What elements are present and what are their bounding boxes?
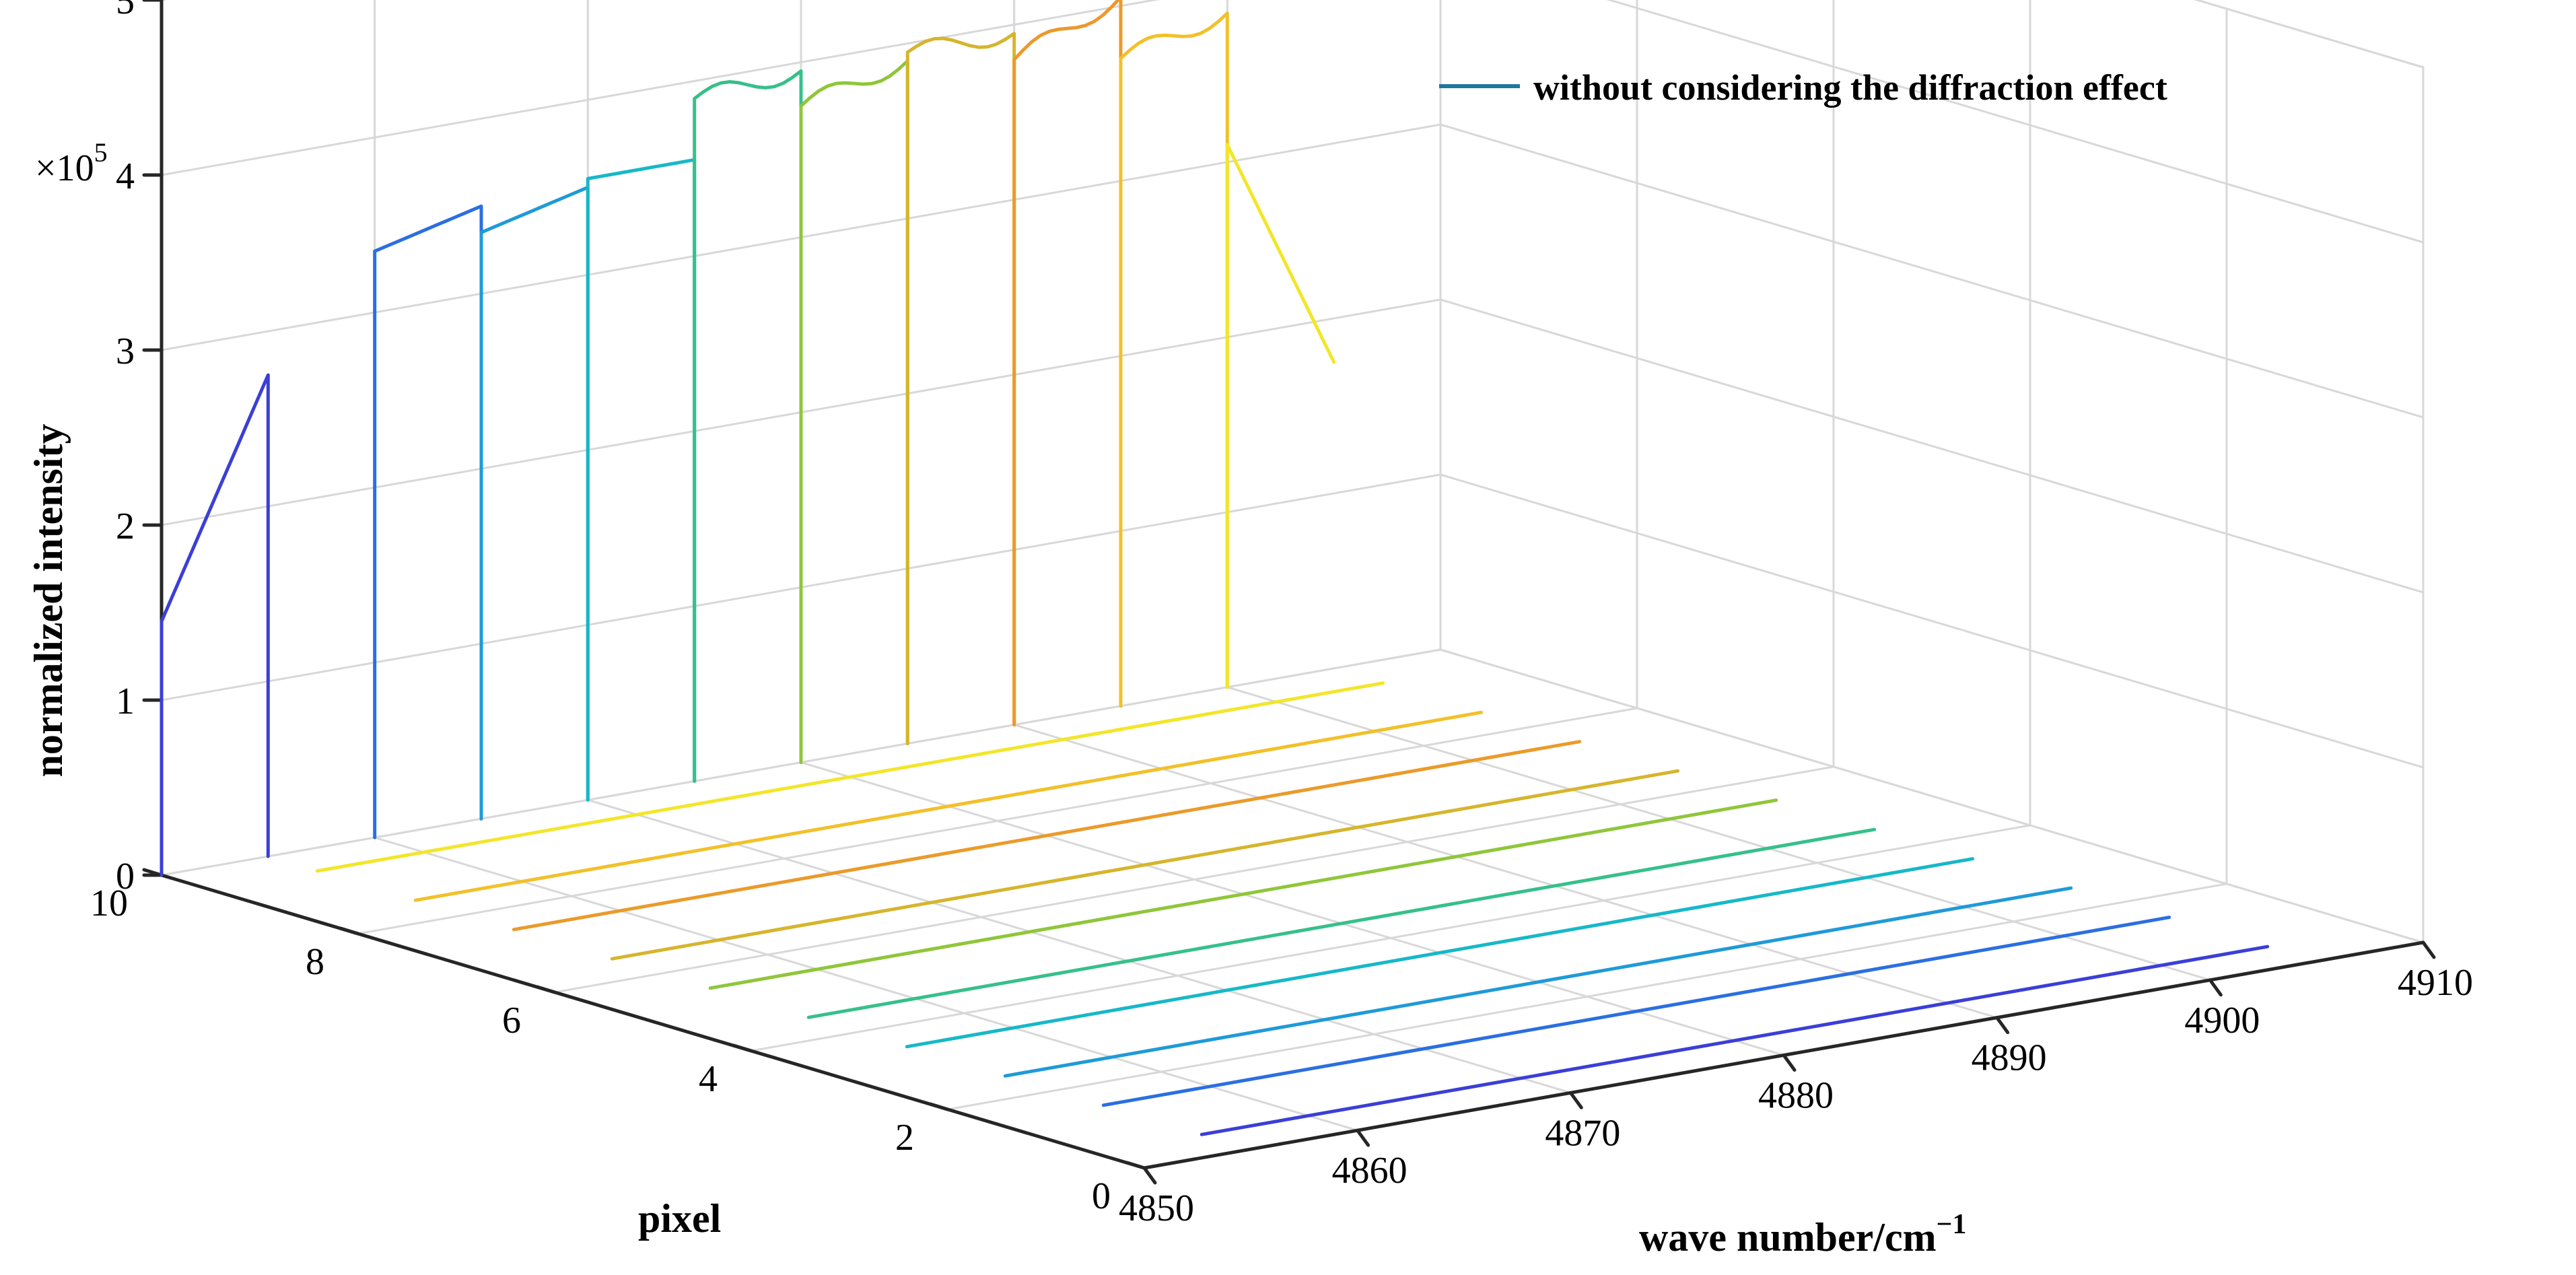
ridge-segment-4 — [693, 69, 803, 783]
floor-grid-y — [750, 824, 2031, 1052]
series-trace-8 — [512, 740, 1582, 932]
ridge-segment-2 — [479, 185, 590, 821]
side-wall-grid-z — [1439, 648, 2425, 944]
box-top-side-edge — [2194, 0, 2425, 69]
side-wall-grid-z — [1606, 0, 2425, 244]
series-trace-2 — [1101, 916, 2171, 1107]
legend-entry-label: without considering the diffraction effe… — [1533, 67, 2167, 108]
floor-grid-y — [946, 883, 2228, 1111]
x-tick-mark — [1568, 1091, 1583, 1109]
ridge-segment-7 — [1012, 0, 1123, 727]
z-tick-label: 1 — [116, 681, 135, 722]
z-tick-label: 5 — [116, 0, 135, 22]
z-tick-label: 2 — [116, 506, 135, 547]
y-tick-mark — [732, 1043, 753, 1053]
floor-grid-y — [357, 707, 1638, 935]
x-tick-mark — [1782, 1054, 1797, 1072]
x-tick-label: 4850 — [1119, 1187, 1194, 1229]
y-tick-label: 2 — [895, 1117, 914, 1159]
y-axis-label: pixel — [638, 1196, 721, 1241]
y-tick-label: 6 — [502, 1000, 521, 1041]
side-wall-grid-z — [1439, 298, 2425, 594]
x-tick-label: 4910 — [2398, 962, 2473, 1004]
x-tick-mark — [1142, 1166, 1157, 1185]
x-tick-label: 4900 — [2184, 1000, 2260, 1041]
floor-grid-x — [1013, 724, 1998, 1019]
side-wall-grid-z — [1439, 473, 2425, 769]
floor-grid-y — [553, 765, 1835, 994]
x-tick-label: 4860 — [1332, 1150, 1407, 1192]
floor-grid-x — [1226, 686, 2211, 981]
x-tick-mark — [1356, 1128, 1370, 1147]
series-trace-3 — [1003, 886, 2073, 1078]
ridge-segment-0 — [160, 373, 270, 877]
y-tick-mark — [1125, 1161, 1146, 1170]
back-wall-grid-z — [160, 0, 1160, 176]
side-wall-grid-z — [1439, 123, 2425, 419]
series-trace-5 — [806, 827, 1877, 1019]
data-series — [160, 0, 2270, 1136]
series-trace-1 — [1199, 944, 2270, 1136]
x-tick-mark — [1995, 1016, 2010, 1035]
x-tick-label: 4880 — [1758, 1075, 1834, 1117]
floor-grid-x — [800, 761, 1785, 1056]
floor-grid-x — [586, 798, 1572, 1094]
z-tick-label: 0 — [116, 856, 135, 897]
y-axis-line — [160, 873, 1146, 1170]
series-trace-4 — [905, 857, 1975, 1049]
ridge-segment-1 — [373, 204, 483, 839]
x-tick-mark — [2208, 978, 2223, 997]
x-tick-label: 4890 — [1972, 1037, 2047, 1079]
y-tick-mark — [928, 1102, 950, 1111]
y-tick-label: 10 — [90, 883, 128, 924]
y-tick-label: 8 — [306, 941, 324, 983]
y-tick-label: 4 — [699, 1058, 718, 1100]
ridge-segment-3 — [586, 158, 697, 802]
ridge-segment-8 — [1119, 11, 1229, 708]
series-trace-9 — [413, 710, 1484, 902]
series-trace-10 — [315, 681, 1385, 873]
z-multiplier: ×105 — [35, 137, 108, 189]
series-trace-6 — [708, 798, 1778, 990]
ridge-segment-5 — [799, 59, 909, 764]
y-tick-label: 0 — [1092, 1175, 1111, 1217]
y-tick-mark — [535, 985, 557, 994]
z-tick-label: 3 — [116, 331, 135, 372]
series-trace-7 — [610, 769, 1680, 961]
legend: without considering the diffraction effe… — [1439, 67, 2167, 108]
ridge-segment-6 — [905, 32, 1016, 746]
y-tick-mark — [339, 926, 360, 936]
ridge-segment-9 — [1225, 143, 1336, 689]
z-tick-label: 4 — [116, 156, 135, 197]
floor-grid-x — [374, 836, 1359, 1132]
x-axis-label: wave number/cm−1 — [1639, 1209, 1967, 1260]
x-tick-mark — [2421, 940, 2436, 959]
z-axis-label: normalized intensity — [26, 424, 71, 778]
tick-labels: 4850486048704880489049004910024681001234… — [90, 0, 2473, 1229]
x-tick-label: 4870 — [1545, 1112, 1620, 1154]
